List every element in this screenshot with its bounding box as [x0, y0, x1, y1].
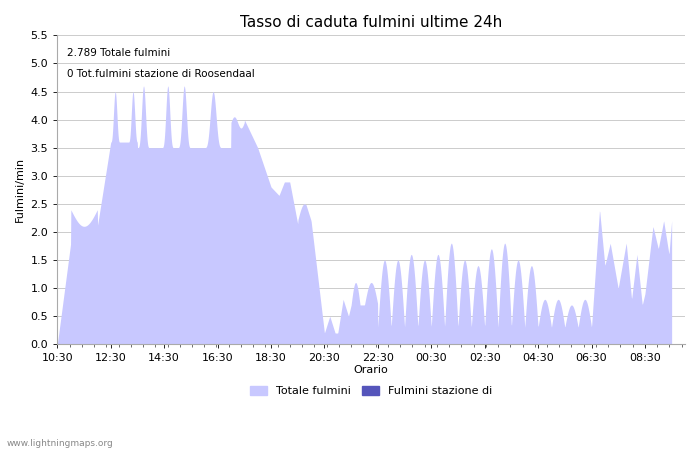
X-axis label: Orario: Orario — [354, 364, 388, 375]
Text: www.lightningmaps.org: www.lightningmaps.org — [7, 439, 113, 448]
Text: 2.789 Totale fulmini: 2.789 Totale fulmini — [66, 48, 170, 58]
Legend: Totale fulmini, Fulmini stazione di: Totale fulmini, Fulmini stazione di — [246, 381, 496, 400]
Text: 0 Tot.fulmini stazione di Roosendaal: 0 Tot.fulmini stazione di Roosendaal — [66, 69, 255, 79]
Title: Tasso di caduta fulmini ultime 24h: Tasso di caduta fulmini ultime 24h — [240, 15, 503, 30]
Y-axis label: Fulmini/min: Fulmini/min — [15, 157, 25, 222]
